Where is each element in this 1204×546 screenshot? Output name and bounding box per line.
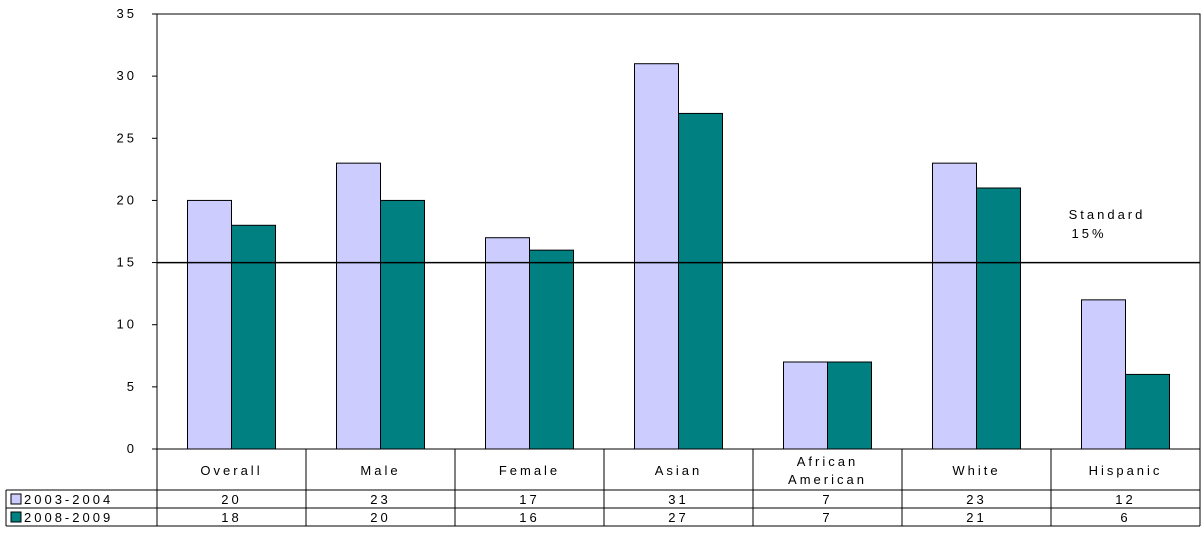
table-value: 23 [370,492,390,507]
y-axis: 0 5 10 15 20 25 30 35 [117,6,157,456]
y-tick-label: 20 [117,192,137,207]
data-table: Overall Male Female Asian African American Whi… [5,449,1201,527]
standard-value-label: 15% [1071,226,1106,241]
x-category-label: Male [360,463,400,478]
y-tick-label: 5 [127,379,137,394]
bar-2003-2004-hispanic [1081,299,1126,450]
legend-swatch [10,493,22,505]
x-category-label: White [952,463,1000,478]
table-value: 21 [966,510,986,525]
y-tick-label: 15 [117,255,137,270]
x-category-label: Hispanic [1089,463,1163,478]
bar-2008-2009-white [976,187,1021,450]
x-category-label: African American [788,454,867,487]
bar-2003-2004-asian [634,63,679,450]
legend-label: 2008-2009 [24,510,113,525]
bar-2003-2004-overall [187,199,232,450]
table-value: 18 [221,510,241,525]
standard-reference: Standard 15% [157,207,1200,264]
bar-2003-2004-female [485,237,530,450]
y-tick-label: 25 [117,130,137,145]
legend-label: 2003-2004 [24,492,113,507]
table-value: 7 [822,492,832,507]
table-value: 20 [370,510,390,525]
bar-2008-2009-male [380,199,425,450]
y-tick-label: 30 [117,68,137,83]
y-tick-label: 35 [117,6,137,21]
standard-label: Standard [1069,207,1146,222]
table-value: 20 [221,492,241,507]
table-value: 27 [668,510,688,525]
x-category-label: Asian [655,463,703,478]
bar-2008-2009-asian [678,112,723,450]
x-category-label: Overall [200,463,262,478]
table-value: 23 [966,492,986,507]
table-value: 17 [519,492,539,507]
legend-swatch [10,511,22,523]
plot-area [156,13,1201,450]
table-value: 12 [1115,492,1135,507]
bar-2003-2004-white [932,162,977,450]
x-category-label: Female [499,463,560,478]
y-tick-label: 0 [127,441,137,456]
table-value: 16 [519,510,539,525]
table-value: 31 [668,492,688,507]
bar-2008-2009-african-american [827,361,872,450]
bar-2003-2004-male [336,162,381,450]
bar-2008-2009-overall [231,224,276,450]
bar-2008-2009-female [529,249,574,450]
table-value: 7 [822,510,832,525]
y-tick-label: 10 [117,317,137,332]
bar-2008-2009-hispanic [1125,373,1170,450]
table-value: 6 [1120,510,1130,525]
bar-2003-2004-african-american [783,361,828,450]
